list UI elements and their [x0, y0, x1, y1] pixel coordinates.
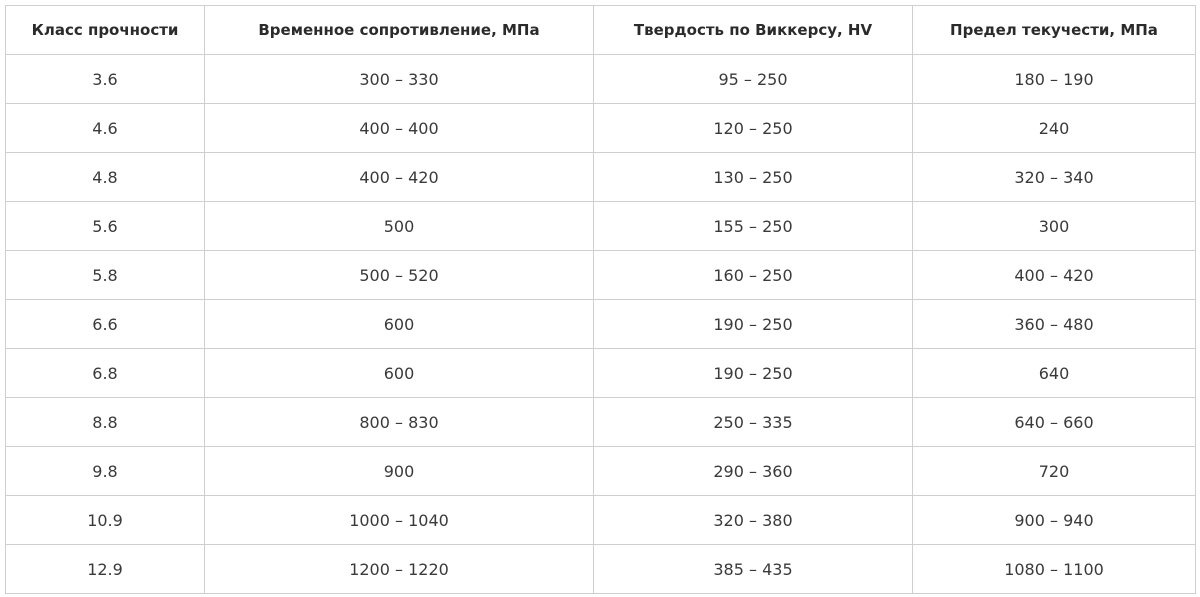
- cell-yield-strength: 360 – 480: [912, 299, 1196, 349]
- cell-strength-class: 5.6: [5, 201, 205, 251]
- table-row: 10.9 1000 – 1040 320 – 380 900 – 940: [5, 495, 1196, 545]
- cell-yield-strength: 900 – 940: [912, 495, 1196, 545]
- cell-strength-class: 10.9: [5, 495, 205, 545]
- cell-strength-class: 4.6: [5, 103, 205, 153]
- cell-vickers-hardness: 250 – 335: [593, 397, 913, 447]
- cell-yield-strength: 640: [912, 348, 1196, 398]
- strength-class-table: Класс прочности Временное сопротивление,…: [5, 5, 1196, 594]
- table-row: 12.9 1200 – 1220 385 – 435 1080 – 1100: [5, 544, 1196, 594]
- cell-tensile-strength: 300 – 330: [204, 54, 594, 104]
- cell-yield-strength: 240: [912, 103, 1196, 153]
- cell-tensile-strength: 600: [204, 299, 594, 349]
- cell-vickers-hardness: 160 – 250: [593, 250, 913, 300]
- table-row: 4.8 400 – 420 130 – 250 320 – 340: [5, 152, 1196, 202]
- table-body: 3.6 300 – 330 95 – 250 180 – 190 4.6 400 – 40…: [5, 54, 1196, 594]
- cell-strength-class: 6.6: [5, 299, 205, 349]
- cell-strength-class: 8.8: [5, 397, 205, 447]
- table-row: 9.8 900 290 – 360 720: [5, 446, 1196, 496]
- cell-vickers-hardness: 155 – 250: [593, 201, 913, 251]
- cell-tensile-strength: 1200 – 1220: [204, 544, 594, 594]
- header-tensile-strength: Временное сопротивление, МПа: [204, 5, 594, 55]
- table-row: 5.8 500 – 520 160 – 250 400 – 420: [5, 250, 1196, 300]
- header-yield-strength: Предел текучести, МПа: [912, 5, 1196, 55]
- cell-vickers-hardness: 320 – 380: [593, 495, 913, 545]
- table-row: 5.6 500 155 – 250 300: [5, 201, 1196, 251]
- cell-tensile-strength: 400 – 400: [204, 103, 594, 153]
- cell-tensile-strength: 500: [204, 201, 594, 251]
- cell-tensile-strength: 900: [204, 446, 594, 496]
- cell-yield-strength: 720: [912, 446, 1196, 496]
- cell-vickers-hardness: 130 – 250: [593, 152, 913, 202]
- cell-strength-class: 6.8: [5, 348, 205, 398]
- cell-vickers-hardness: 290 – 360: [593, 446, 913, 496]
- cell-yield-strength: 400 – 420: [912, 250, 1196, 300]
- cell-yield-strength: 320 – 340: [912, 152, 1196, 202]
- cell-yield-strength: 640 – 660: [912, 397, 1196, 447]
- cell-tensile-strength: 800 – 830: [204, 397, 594, 447]
- cell-yield-strength: 180 – 190: [912, 54, 1196, 104]
- cell-yield-strength: 1080 – 1100: [912, 544, 1196, 594]
- cell-strength-class: 9.8: [5, 446, 205, 496]
- cell-strength-class: 12.9: [5, 544, 205, 594]
- cell-strength-class: 3.6: [5, 54, 205, 104]
- table-header: Класс прочности Временное сопротивление,…: [5, 5, 1196, 55]
- cell-vickers-hardness: 95 – 250: [593, 54, 913, 104]
- table-row: 6.8 600 190 – 250 640: [5, 348, 1196, 398]
- cell-strength-class: 4.8: [5, 152, 205, 202]
- table-row: 3.6 300 – 330 95 – 250 180 – 190: [5, 54, 1196, 104]
- cell-strength-class: 5.8: [5, 250, 205, 300]
- cell-vickers-hardness: 190 – 250: [593, 348, 913, 398]
- cell-vickers-hardness: 385 – 435: [593, 544, 913, 594]
- table-row: 4.6 400 – 400 120 – 250 240: [5, 103, 1196, 153]
- cell-tensile-strength: 500 – 520: [204, 250, 594, 300]
- cell-vickers-hardness: 120 – 250: [593, 103, 913, 153]
- cell-yield-strength: 300: [912, 201, 1196, 251]
- cell-tensile-strength: 1000 – 1040: [204, 495, 594, 545]
- cell-tensile-strength: 600: [204, 348, 594, 398]
- table-row: 8.8 800 – 830 250 – 335 640 – 660: [5, 397, 1196, 447]
- header-row: Класс прочности Временное сопротивление,…: [5, 5, 1196, 55]
- cell-tensile-strength: 400 – 420: [204, 152, 594, 202]
- cell-vickers-hardness: 190 – 250: [593, 299, 913, 349]
- header-strength-class: Класс прочности: [5, 5, 205, 55]
- header-vickers-hardness: Твердость по Виккерсу, HV: [593, 5, 913, 55]
- table-row: 6.6 600 190 – 250 360 – 480: [5, 299, 1196, 349]
